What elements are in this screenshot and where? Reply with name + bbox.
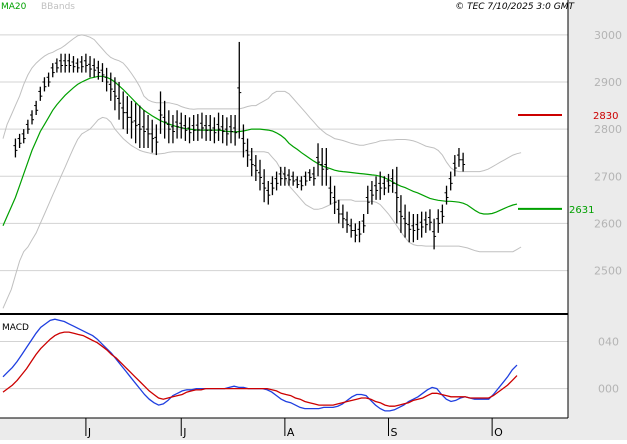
grid-layer: [0, 34, 568, 390]
ma20-line: [2, 75, 518, 227]
bbands-legend: BBands: [41, 2, 75, 12]
copyright-text: © TEC 7/10/2025 3:0 GMT: [455, 2, 575, 12]
support-label: 2631: [569, 205, 594, 216]
macd-title: MACD: [2, 323, 29, 333]
x-tick-label: J: [87, 426, 91, 439]
price-tick-label: 2600: [594, 217, 622, 230]
x-tick-label: A: [287, 426, 295, 439]
price-tick-label: 3000: [594, 29, 622, 42]
macd-axis-panel: [568, 313, 627, 420]
price-levels: 2830 2631: [518, 111, 618, 216]
price-bars: [13, 41, 466, 250]
macd-tick-label: 040: [598, 336, 619, 349]
price-tick-label: 2800: [594, 123, 622, 136]
x-tick-label: O: [494, 426, 503, 439]
x-axis-panel: [0, 418, 627, 440]
ma20-path: [2, 75, 518, 227]
ma20-legend: MA20: [1, 2, 27, 12]
price-tick-label: 2700: [594, 170, 622, 183]
macd-tick-label: 000: [598, 383, 619, 396]
macd-line: [2, 318, 518, 412]
price-tick-label: 2900: [594, 76, 622, 89]
bbands-upper-line: [2, 34, 522, 173]
macd-signal-line: [2, 331, 518, 407]
bollinger-bands: [2, 34, 522, 309]
price-axis-panel: [568, 0, 627, 313]
resistance-label: 2830: [593, 111, 618, 122]
x-tick-label: S: [391, 426, 398, 439]
macd-panel: [2, 318, 518, 412]
x-tick-label: J: [182, 426, 186, 439]
price-tick-label: 2500: [594, 265, 622, 278]
bbands-lower-line: [2, 116, 522, 309]
